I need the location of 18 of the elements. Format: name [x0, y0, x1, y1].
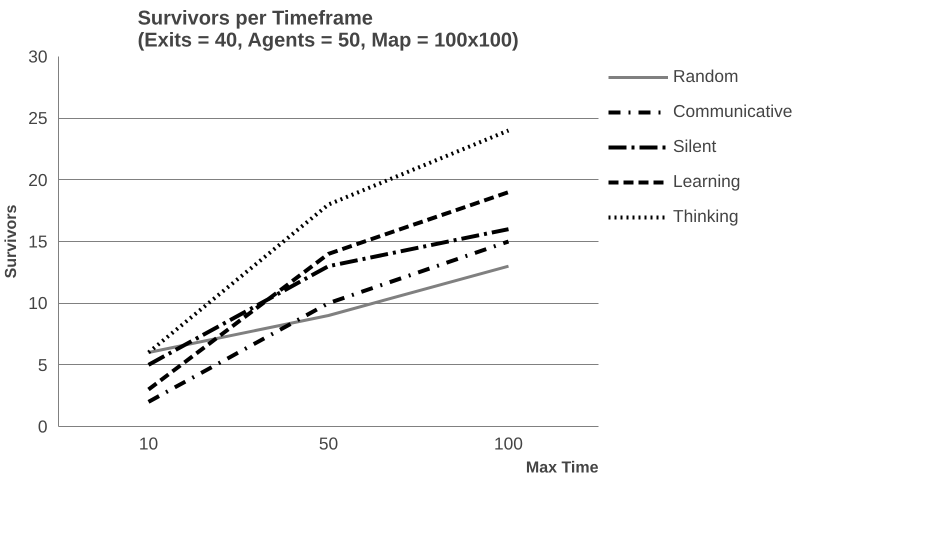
- y-tick-label: 30: [28, 46, 48, 66]
- x-tick-label: 50: [318, 434, 338, 454]
- y-tick-label: 25: [28, 108, 48, 128]
- x-tick-label: 10: [138, 434, 158, 454]
- x-axis-title: Max Time: [526, 460, 599, 476]
- y-tick-label: 5: [38, 354, 48, 375]
- legend-label: Thinking: [673, 206, 738, 227]
- legend-label: Communicative: [673, 101, 792, 122]
- chart-title: Survivors per Timeframe (Exits = 40, Agents = 50, Map = 100x100): [138, 8, 519, 52]
- legend-label: Learning: [673, 171, 740, 192]
- legend-label: Random: [673, 66, 738, 87]
- legend-label: Silent: [673, 136, 716, 157]
- y-tick-label: 15: [28, 232, 48, 252]
- y-tick-label: 0: [38, 416, 48, 436]
- x-tick-label: 100: [494, 434, 523, 454]
- y-axis-title: Survivors: [3, 204, 20, 278]
- y-tick-label: 10: [28, 293, 48, 314]
- y-tick-label: 20: [28, 170, 48, 190]
